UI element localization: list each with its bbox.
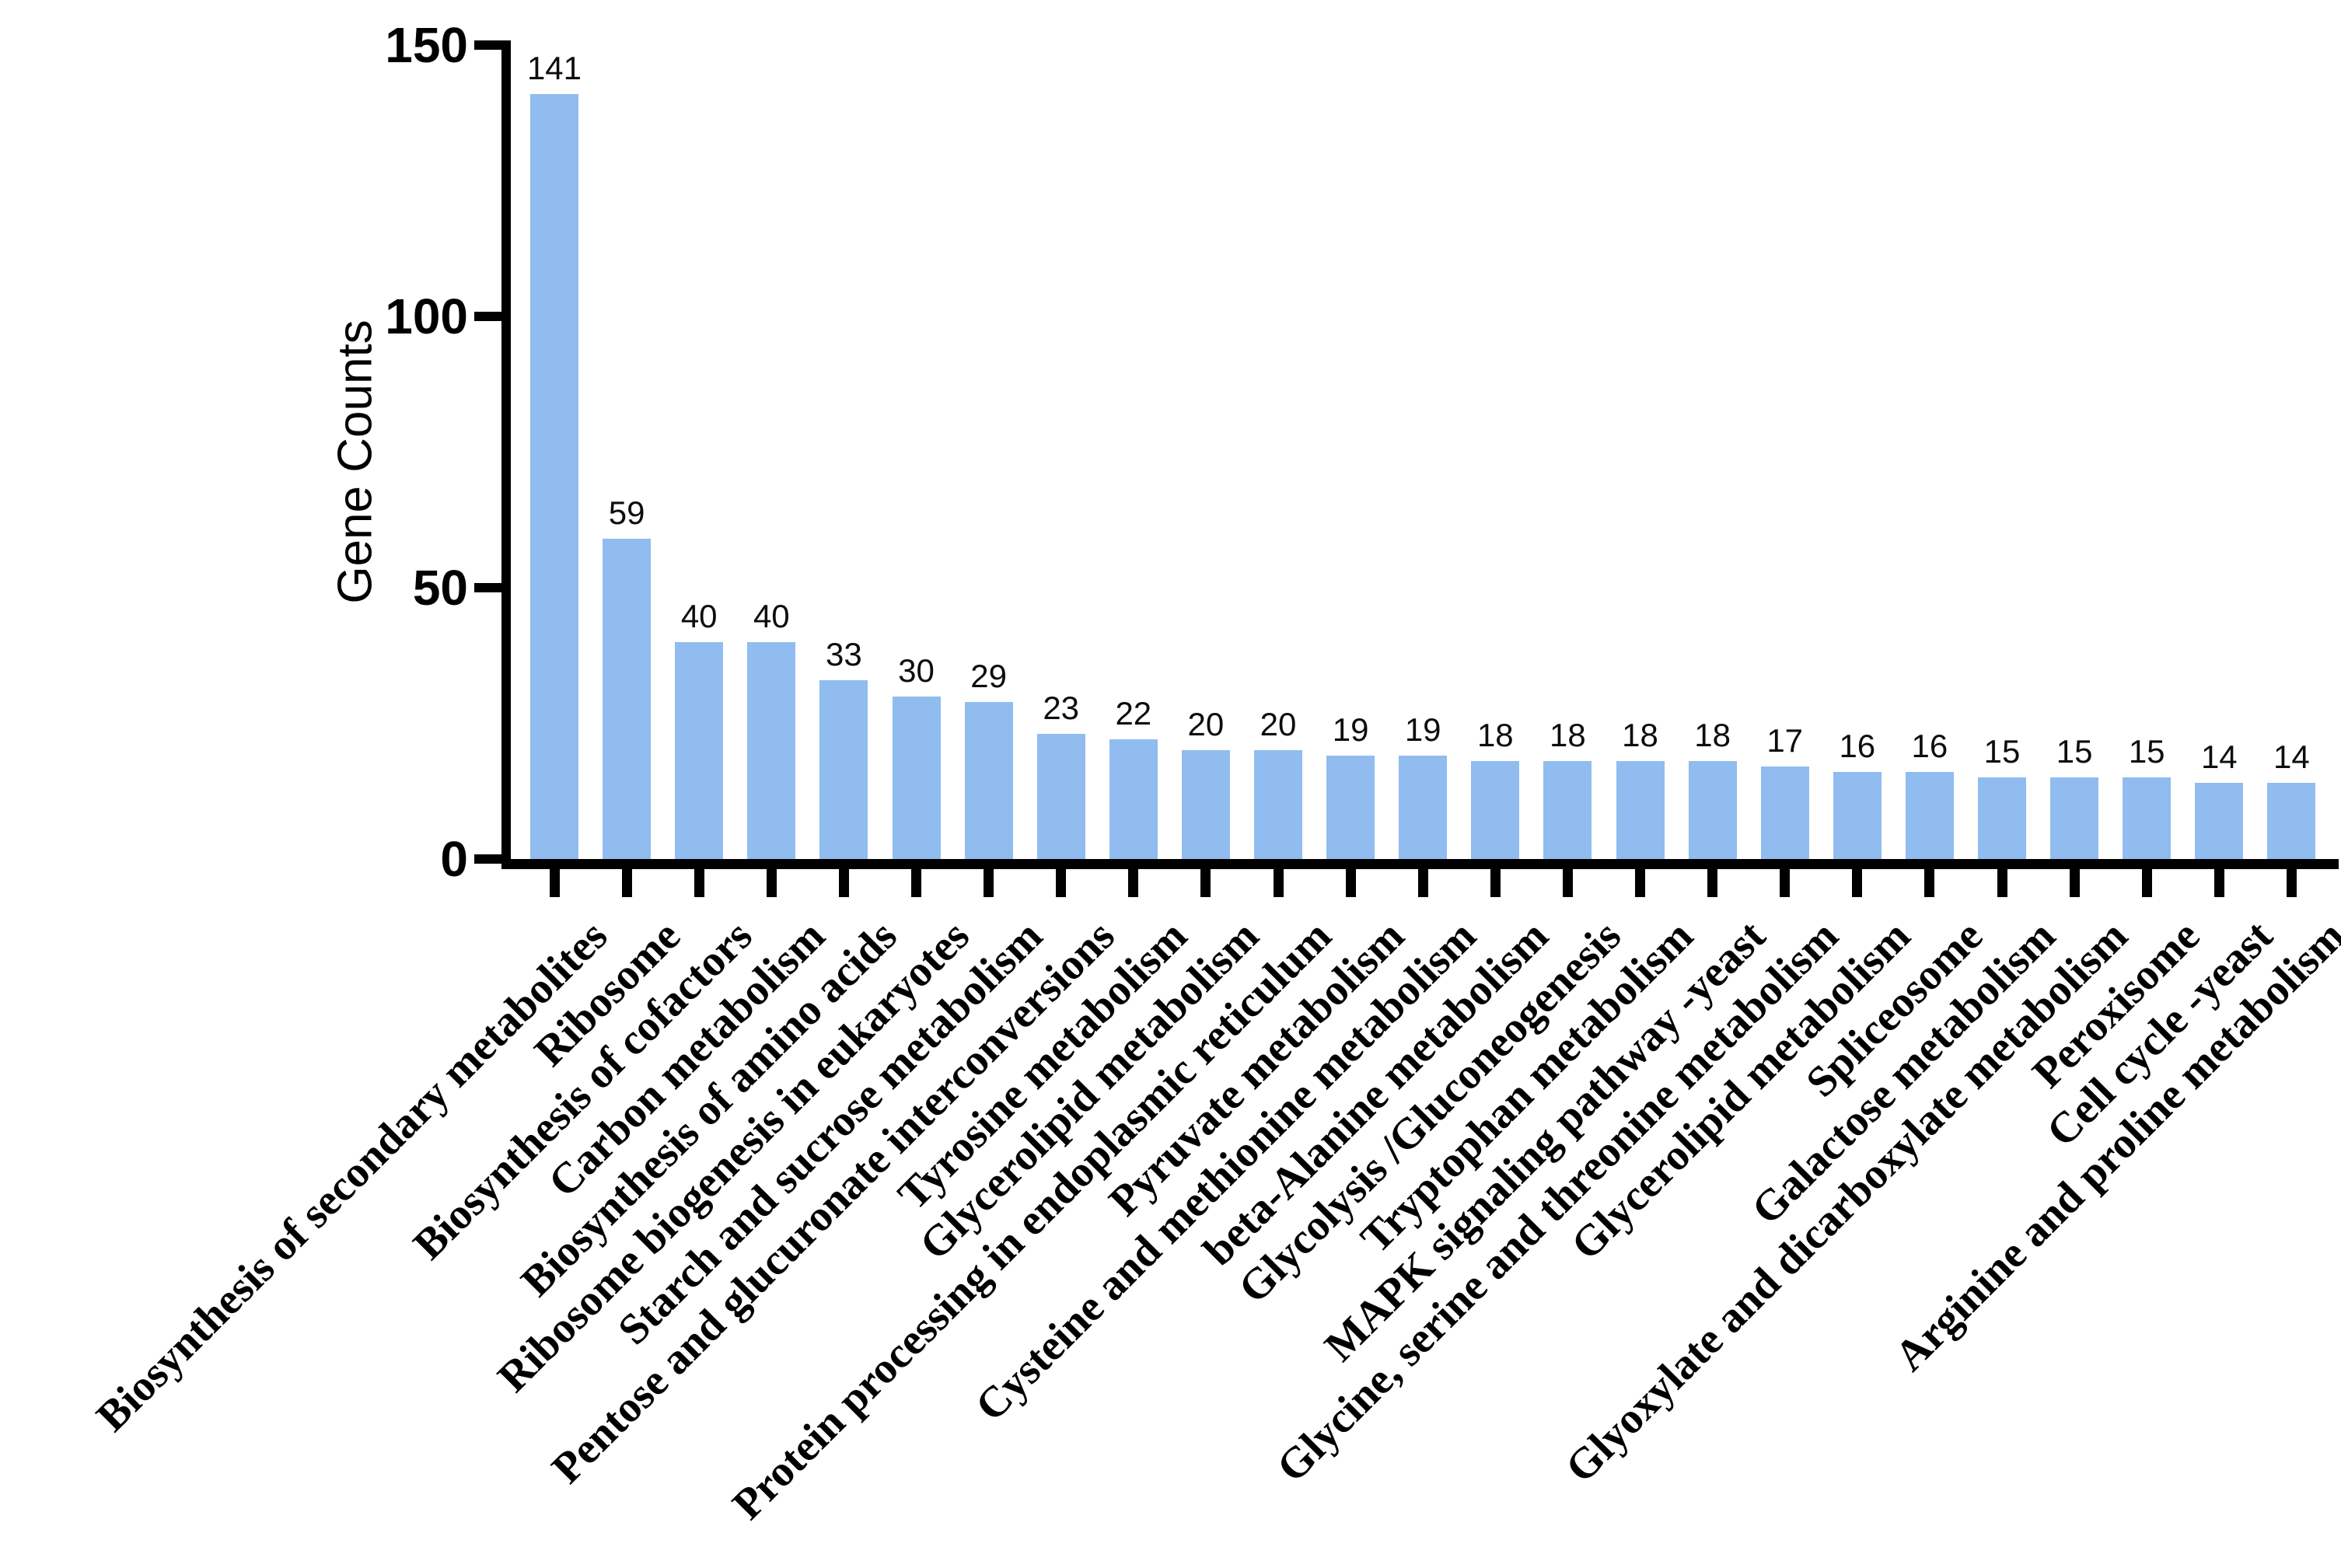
bar [1905, 772, 1954, 859]
y-tick [474, 40, 501, 50]
bar-value-label: 18 [1550, 717, 1586, 754]
bar [1760, 767, 1809, 859]
x-tick [1635, 869, 1645, 897]
y-axis-line [501, 40, 511, 869]
y-tick-label: 0 [440, 831, 468, 887]
bar-value-label: 40 [680, 597, 718, 634]
x-tick [1345, 869, 1356, 897]
bar [1109, 739, 1158, 859]
y-tick [474, 854, 501, 864]
x-tick [984, 869, 994, 897]
bar-value-label: 23 [1043, 690, 1080, 727]
bar-value-label: 29 [970, 657, 1007, 694]
bar [675, 641, 724, 859]
y-tick [474, 312, 501, 321]
bar [1399, 756, 1448, 859]
bar-value-label: 17 [1766, 722, 1804, 760]
bar [530, 93, 578, 859]
bar-value-label: 30 [898, 651, 935, 689]
bar-value-label: 15 [2128, 733, 2165, 770]
bar-value-label: 20 [1260, 706, 1297, 743]
x-axis-line [501, 859, 2339, 869]
bar-value-label: 141 [526, 49, 582, 86]
x-tick [1490, 869, 1501, 897]
bar [1181, 750, 1230, 859]
bar [1978, 777, 2026, 859]
bar [2195, 783, 2244, 859]
bar-value-label: 20 [1187, 706, 1225, 743]
bar [892, 696, 941, 859]
bar-value-label: 14 [2200, 739, 2238, 776]
bar [1326, 756, 1375, 859]
bar [2267, 783, 2316, 859]
bar [1543, 761, 1592, 859]
x-tick [838, 869, 849, 897]
bar-value-label: 59 [608, 494, 645, 532]
bar-value-label: 19 [1332, 711, 1369, 749]
bar [2123, 777, 2172, 859]
bar-value-label: 40 [753, 597, 790, 634]
x-tick [2213, 869, 2224, 897]
x-tick [1417, 869, 1428, 897]
x-tick [1056, 869, 1067, 897]
bar [1688, 761, 1737, 859]
bar [747, 641, 796, 859]
bar-value-label: 18 [1694, 717, 1731, 754]
x-tick [1273, 869, 1284, 897]
x-tick [766, 869, 777, 897]
bar-value-label: 22 [1115, 695, 1152, 732]
bar-value-label: 16 [1839, 728, 1876, 765]
bar-value-label: 33 [826, 635, 862, 672]
bar [1254, 750, 1302, 859]
x-tick [621, 869, 632, 897]
x-tick [2286, 869, 2297, 897]
bar [964, 701, 1013, 859]
x-tick [2069, 869, 2080, 897]
y-tick-label: 50 [412, 560, 468, 616]
x-tick [1780, 869, 1791, 897]
x-tick [549, 869, 560, 897]
bar-value-label: 15 [1983, 733, 2021, 770]
y-tick-label: 150 [385, 17, 468, 73]
x-tick [1997, 869, 2007, 897]
y-tick [474, 583, 501, 592]
bar-value-label: 16 [1911, 728, 1948, 765]
bar-value-label: 19 [1404, 711, 1441, 749]
x-tick [1707, 869, 1718, 897]
bar [1471, 761, 1520, 859]
x-tick [1200, 869, 1211, 897]
bar [603, 539, 652, 859]
bar-value-label: 18 [1622, 717, 1658, 754]
x-tick [1128, 869, 1139, 897]
bar-value-label: 18 [1476, 717, 1514, 754]
bar [819, 679, 868, 859]
x-tick [1924, 869, 1935, 897]
x-tick [2141, 869, 2152, 897]
bar [1833, 772, 1882, 859]
x-tick [694, 869, 704, 897]
bar-value-label: 14 [2273, 739, 2310, 776]
y-tick-label: 100 [385, 288, 468, 344]
x-tick [1562, 869, 1573, 897]
bar [1036, 734, 1085, 859]
bar [1616, 761, 1665, 859]
bar [2050, 777, 2099, 859]
bar-value-label: 15 [2056, 733, 2093, 770]
x-tick [911, 869, 921, 897]
x-tick [1852, 869, 1863, 897]
